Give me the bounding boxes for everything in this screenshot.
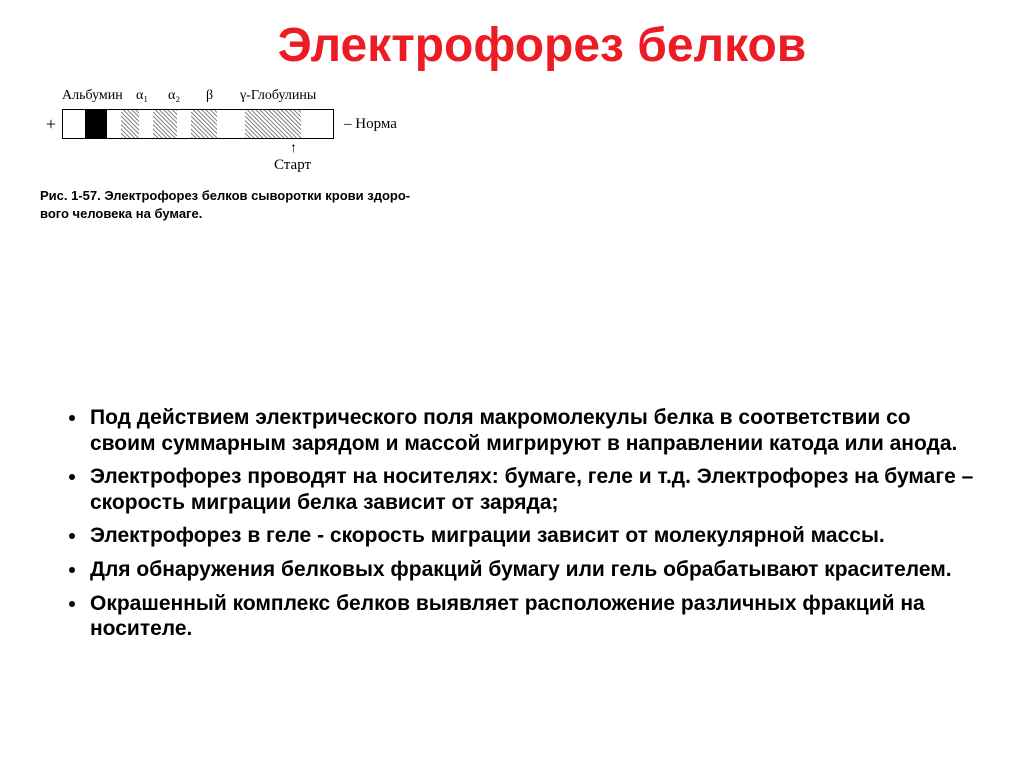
electrophoresis-strip <box>62 109 334 139</box>
label-albumin: Альбумин <box>62 88 123 104</box>
start-label: Старт <box>274 157 311 174</box>
label-beta: β <box>206 88 213 104</box>
strip-segment <box>107 110 121 138</box>
list-item: Окрашенный комплекс белков выявляет расп… <box>88 591 974 642</box>
strip-segment <box>63 110 85 138</box>
label-alpha1: α₁ <box>136 88 148 104</box>
strip-segment <box>177 110 191 138</box>
caption-line-1: Рис. 1-57. Электрофорез белков сыворотки… <box>40 188 410 203</box>
list-item: Электрофорез в геле - скорость миграции … <box>88 523 974 549</box>
strip-segment <box>153 110 177 138</box>
strip-segment <box>217 110 245 138</box>
strip-segment <box>121 110 139 138</box>
strip-segment <box>301 110 333 138</box>
list-item: Под действием электрического поля макром… <box>88 405 974 456</box>
strip-segment <box>245 110 301 138</box>
caption-line-2: вого человека на бумаге. <box>40 206 202 221</box>
label-gamma: γ-Глобулины <box>240 88 316 104</box>
plus-sign: + <box>40 114 56 135</box>
strip-segment <box>139 110 153 138</box>
figure-caption: Рис. 1-57. Электрофорез белков сыворотки… <box>40 187 410 222</box>
bullet-list: Под действием электрического поля макром… <box>50 405 974 642</box>
strip-segment <box>191 110 217 138</box>
electrophoresis-figure: Альбумин α₁ α₂ β γ-Глобулины + – Норма ↑… <box>40 85 974 230</box>
strip-segment <box>85 110 107 138</box>
start-arrow-icon: ↑ <box>290 141 297 157</box>
list-item: Для обнаружения белковых фракций бумагу … <box>88 557 974 583</box>
label-alpha2: α₂ <box>168 88 180 104</box>
strip-row: + – Норма <box>40 109 397 139</box>
page-title: Электрофорез белков <box>110 18 974 73</box>
list-item: Электрофорез проводят на носителях: бума… <box>88 464 974 515</box>
minus-norm-label: – Норма <box>344 116 397 133</box>
